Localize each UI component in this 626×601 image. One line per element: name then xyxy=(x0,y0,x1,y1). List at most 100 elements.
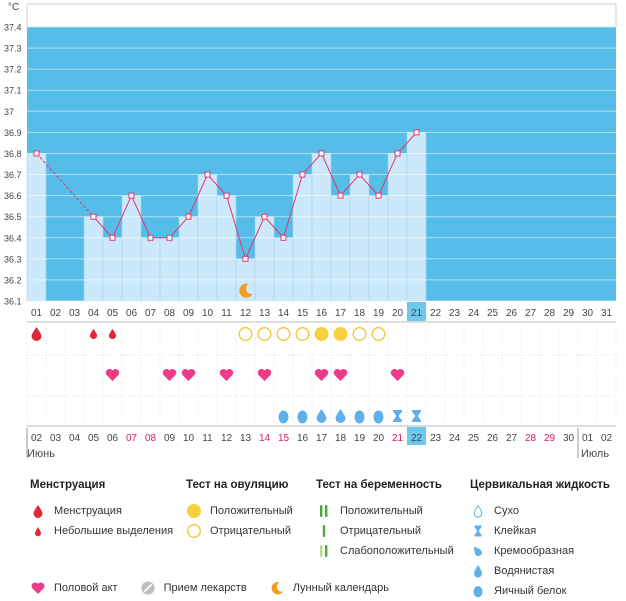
y-tick-label: 36.8 xyxy=(4,149,22,159)
y-tick-label: 37.3 xyxy=(4,44,22,54)
temperature-bar xyxy=(387,153,408,302)
legend-cervical-sticky: Клейкая xyxy=(470,521,610,541)
temperature-point xyxy=(356,171,363,178)
legend-other: Половой акт Прием лекарств Лунный календ… xyxy=(30,578,411,598)
intercourse-heart xyxy=(181,369,196,381)
calendar-date-label: 02 xyxy=(601,433,613,444)
menstruation-drop xyxy=(31,327,42,342)
cycle-day-label: 13 xyxy=(259,308,271,319)
cycle-day-label: 05 xyxy=(107,308,119,319)
temperature-point xyxy=(242,255,249,262)
calendar-date-label: 18 xyxy=(335,433,347,444)
cervical-egg-white xyxy=(373,410,384,424)
legend-moon: Лунный календарь xyxy=(269,578,389,598)
ovulation-negative xyxy=(371,327,386,341)
temperature-point xyxy=(261,213,268,220)
temperature-bar xyxy=(311,153,332,302)
temperature-bar xyxy=(330,195,351,302)
legend-menstruation-light: Небольшие выделения xyxy=(30,521,173,541)
temperature-line-segment xyxy=(283,174,303,238)
temperature-bar xyxy=(102,237,123,302)
intercourse-heart xyxy=(105,369,120,381)
cycle-day-label: 31 xyxy=(601,308,613,319)
legend-pregnancy-positive: Положительный xyxy=(316,501,454,521)
temperature-point xyxy=(280,234,287,241)
calendar-date-label: 01 xyxy=(582,433,594,444)
calendar-date-label: 17 xyxy=(316,433,328,444)
cervical-sticky xyxy=(412,410,421,422)
calendar-date-label: 15 xyxy=(278,433,290,444)
today-highlight xyxy=(407,302,426,321)
calendar-date-label: 06 xyxy=(107,433,119,444)
temperature-point xyxy=(204,171,211,178)
temperature-line-segment xyxy=(112,195,132,238)
calendar-date-label: 05 xyxy=(88,433,100,444)
intercourse-heart xyxy=(162,369,177,381)
calendar-date-label: 25 xyxy=(468,433,480,444)
temperature-bar xyxy=(216,195,237,302)
calendar-date-label: 02 xyxy=(31,433,43,444)
cycle-day-label: 16 xyxy=(316,308,328,319)
temperature-line-segment xyxy=(36,153,94,218)
temperature-line-segment xyxy=(340,174,360,196)
legend-menstruation-title: Менструация xyxy=(30,479,106,491)
temperature-line-segment xyxy=(188,174,208,217)
temperature-line-segment xyxy=(245,216,265,260)
hourglass-icon xyxy=(474,525,482,537)
legend-medication: Прием лекарств xyxy=(140,578,247,598)
temperature-point xyxy=(166,234,173,241)
temperature-line-segment xyxy=(264,216,284,239)
legend-label: Яичный белок xyxy=(494,585,567,597)
calendar-date-label: 23 xyxy=(430,433,442,444)
cycle-day-label: 04 xyxy=(88,308,100,319)
y-tick-label: 36.4 xyxy=(4,233,22,243)
temperature-point xyxy=(318,150,325,157)
y-tick-label: 36.5 xyxy=(4,212,22,222)
legend-intercourse: Половой акт xyxy=(30,578,118,598)
legend-menstruation-heavy: Менструация xyxy=(30,501,173,521)
calendar-date-label: 04 xyxy=(69,433,81,444)
legend-label: Отрицательный xyxy=(340,525,421,537)
cycle-day-label: 17 xyxy=(335,308,347,319)
cycle-day-label: 06 xyxy=(126,308,138,319)
empty-circle-icon xyxy=(187,524,201,538)
intercourse-heart xyxy=(390,369,405,381)
filled-circle-icon xyxy=(187,504,201,518)
temperature-line-segment xyxy=(321,153,341,196)
intercourse-heart xyxy=(257,369,272,381)
calendar-date-label: 24 xyxy=(449,433,461,444)
cycle-day-label: 19 xyxy=(373,308,385,319)
plot-top-strip xyxy=(26,3,617,28)
legend-label: Водянистая xyxy=(494,565,555,577)
cervical-sticky xyxy=(393,410,402,422)
cycle-day-label: 10 xyxy=(202,308,214,319)
y-tick-label: 37 xyxy=(4,107,14,117)
cervical-watery xyxy=(316,409,327,423)
intercourse-heart xyxy=(219,369,234,381)
cycle-day-label: 01 xyxy=(31,308,43,319)
y-tick-label: 36.6 xyxy=(4,191,22,201)
calendar-date-label: 27 xyxy=(506,433,518,444)
month-label-end: Июль xyxy=(581,448,609,460)
cycle-day-label: 20 xyxy=(392,308,404,319)
legend-cervical: Цервикальная жидкость Сухо Клейкая Кремо… xyxy=(470,478,610,601)
temperature-point xyxy=(33,150,40,157)
cycle-day-label: 07 xyxy=(145,308,157,319)
calendar-date-label: 14 xyxy=(259,433,271,444)
legend-ovulation-title: Тест на овуляцию xyxy=(186,479,289,491)
y-tick-label: 37.4 xyxy=(4,23,22,33)
legend-cervical-title: Цервикальная жидкость xyxy=(470,479,610,491)
legend-cervical-watery: Водянистая xyxy=(470,561,610,581)
cycle-day-label: 29 xyxy=(563,308,575,319)
temperature-bar xyxy=(368,195,389,302)
legend: Менструация Менструация Небольшие выделе… xyxy=(0,478,626,598)
legend-cervical-dry: Сухо xyxy=(470,501,610,521)
temperature-point xyxy=(147,234,154,241)
cycle-day-label: 24 xyxy=(468,308,480,319)
temperature-bar xyxy=(26,153,47,302)
calendar-date-label: 08 xyxy=(145,433,157,444)
cycle-day-label: 25 xyxy=(487,308,499,319)
calendar-date-label: 28 xyxy=(525,433,537,444)
legend-ovulation-positive: Положительный xyxy=(186,501,293,521)
cycle-day-label: 28 xyxy=(544,308,556,319)
